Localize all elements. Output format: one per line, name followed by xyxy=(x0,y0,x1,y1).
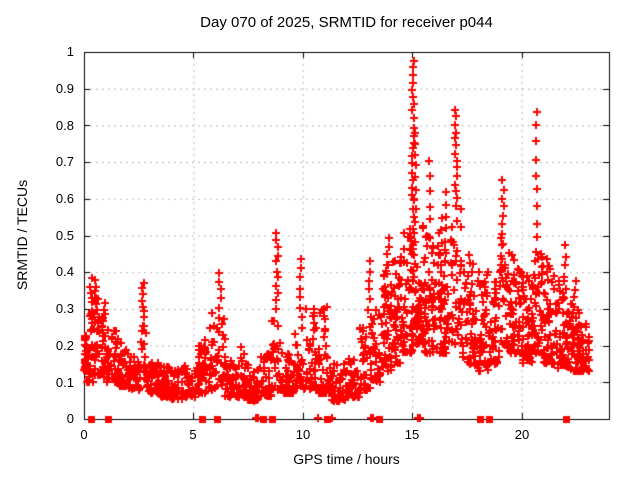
chart-title: Day 070 of 2025, SRMTID for receiver p04… xyxy=(200,14,493,31)
y-tick-label: 0 xyxy=(66,411,74,426)
y-tick-label: 1 xyxy=(66,44,74,59)
x-tick-label: 5 xyxy=(189,427,197,442)
x-tick-label: 0 xyxy=(80,427,88,442)
y-tick-label: 0.4 xyxy=(55,264,74,279)
y-tick-label: 0.3 xyxy=(55,301,74,316)
x-tick-label: 20 xyxy=(514,427,530,442)
x-tick-label: 15 xyxy=(404,427,420,442)
y-tick-label: 0.6 xyxy=(55,191,74,206)
x-tick-label: 10 xyxy=(295,427,311,442)
y-tick-label: 0.2 xyxy=(55,338,74,353)
y-tick-label: 0.9 xyxy=(55,81,74,96)
y-tick-label: 0.5 xyxy=(55,228,74,243)
y-tick-label: 0.8 xyxy=(55,118,74,133)
y-tick-label: 0.1 xyxy=(55,375,74,390)
x-axis-label: GPS time / hours xyxy=(293,451,400,467)
y-tick-label: 0.7 xyxy=(55,154,74,169)
